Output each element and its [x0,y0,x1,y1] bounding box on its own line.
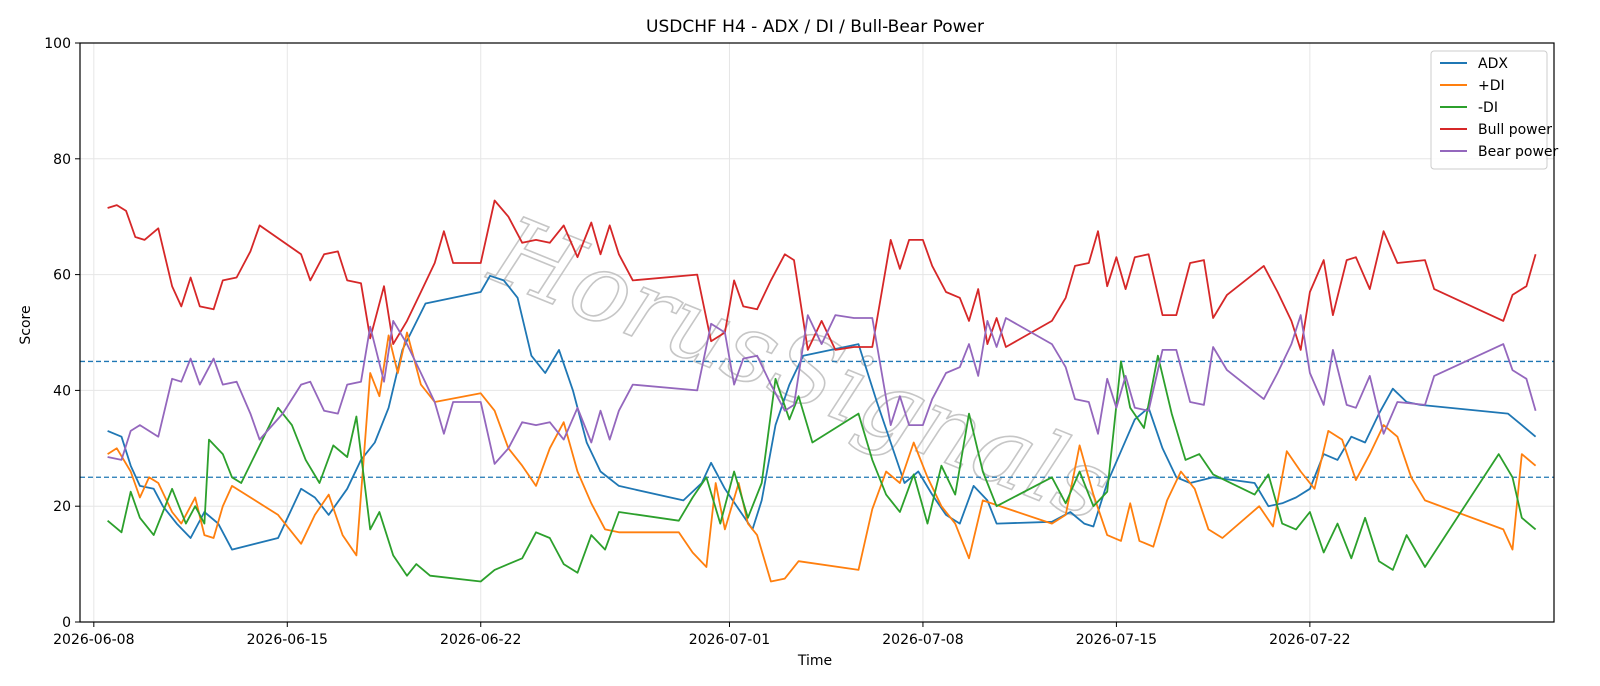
legend-label: +DI [1478,78,1505,94]
y-tick-label: 40 [53,383,71,399]
legend-label: Bull power [1478,122,1552,138]
x-axis-title: Time [797,653,832,669]
plot-frame [79,42,1555,623]
series-line-bull-power [107,199,1537,351]
y-tick-label: 100 [44,36,71,52]
series-line-minus-di [107,354,1537,583]
x-tick-label: 2026-07-22 [1269,632,1350,648]
series-line-plus-di [107,331,1537,583]
y-tick-label: 60 [53,268,71,284]
series-line-bear-power [107,314,1537,465]
x-tick-label: 2026-07-08 [882,632,963,648]
x-tick-label: 2026-06-08 [53,632,134,648]
y-tick-label: 20 [53,499,71,515]
axis-ticks: 0 20 40 60 80 100 2026-06-08 2026-06-15 2026-06-… [44,36,1350,648]
legend-label: ADX [1478,56,1508,72]
grid [80,42,1554,623]
series-lines [107,199,1537,583]
x-tick-label: 2026-07-15 [1076,632,1157,648]
legend: ADX +DI -DI Bull power Bear power [1430,50,1559,170]
y-tick-label: 80 [53,152,71,168]
chart-title: USDCHF H4 - ADX / DI / Bull-Bear Power [646,17,984,37]
legend-label: -DI [1478,100,1498,116]
y-axis-title: Score [18,305,34,344]
legend-box [1430,50,1548,170]
x-tick-label: 2026-06-15 [247,632,328,648]
x-tick-label: 2026-07-01 [689,632,770,648]
x-tick-label: 2026-06-22 [440,632,521,648]
legend-label: Bear power [1478,144,1559,160]
y-tick-label: 0 [62,615,71,631]
